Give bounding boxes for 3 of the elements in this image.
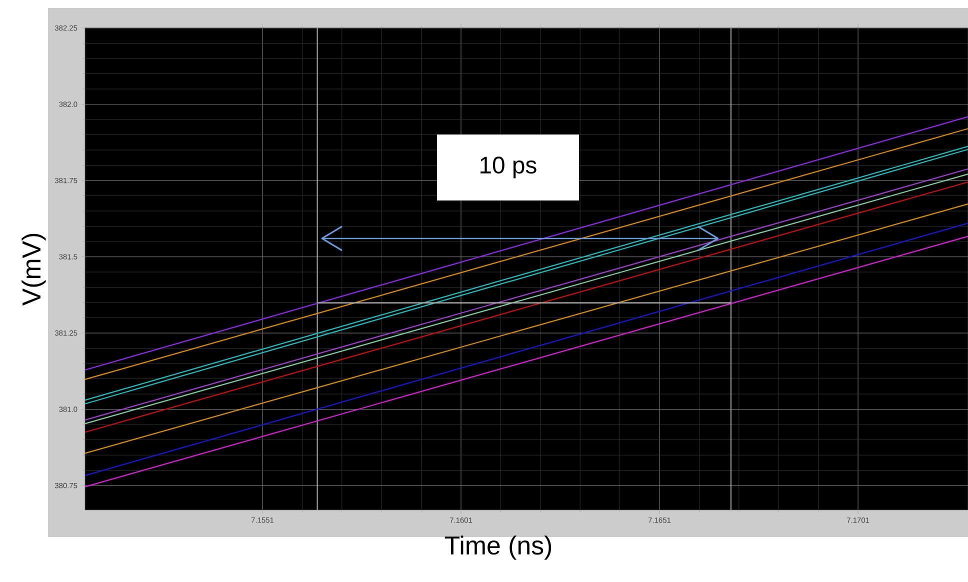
x-axis-title: Time (ns): [444, 536, 552, 560]
y-axis-title: V(mV): [22, 234, 46, 306]
annotation: 10 ps: [480, 156, 536, 178]
